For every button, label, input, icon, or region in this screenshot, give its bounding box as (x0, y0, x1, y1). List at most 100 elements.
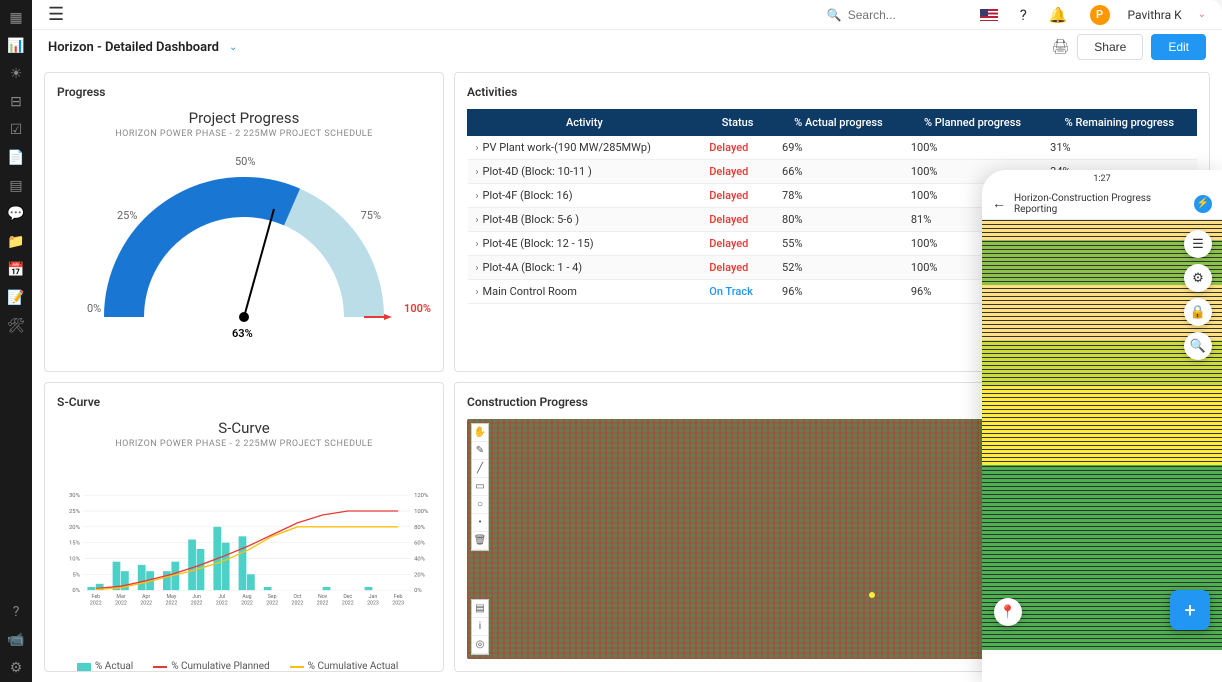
table-header: % Actual progress (774, 110, 903, 136)
map-info-icon[interactable]: i (472, 618, 488, 636)
scurve-card: S-Curve S-Curve HORIZON POWER PHASE - 2 … (44, 382, 444, 672)
status-badge: Delayed (709, 261, 748, 274)
mobile-header: ← Horizon-Construction Progress Reportin… (982, 188, 1222, 220)
menu-icon[interactable]: ☰ (48, 4, 64, 25)
chat-icon[interactable]: 💬 (0, 200, 32, 228)
svg-text:2022: 2022 (342, 601, 354, 607)
avatar[interactable]: P (1090, 5, 1110, 25)
svg-text:Jul: Jul (218, 594, 225, 600)
progress-card: Progress Project Progress HORIZON POWER … (44, 72, 444, 372)
map-layers-icon[interactable]: ▤ (472, 600, 488, 618)
folder-icon[interactable]: 📁 (0, 228, 32, 256)
expand-icon[interactable]: › (476, 143, 479, 154)
mobile-map[interactable]: ☰ ⚙ 🔒 🔍 📍 + (982, 220, 1222, 650)
back-icon[interactable]: ← (992, 195, 1006, 212)
svg-text:15%: 15% (69, 541, 81, 547)
status-badge: Delayed (709, 237, 748, 250)
print-icon[interactable]: 🖨 (1052, 39, 1070, 55)
gauge-0-label: 0% (87, 302, 101, 315)
search-icon: 🔍 (827, 8, 842, 22)
mobile-title: Horizon-Construction Progress Reporting (1014, 193, 1186, 215)
table-header: Activity (468, 110, 702, 136)
topbar: ☰ 🔍 ? 🔔 P Pavithra K ⌄ (32, 0, 1222, 30)
search-input[interactable] (848, 8, 948, 22)
check-icon[interactable]: ☑ (0, 116, 32, 144)
help-top-icon[interactable]: ? (1020, 6, 1027, 24)
expand-icon[interactable]: › (476, 215, 479, 226)
activities-title: Activities (467, 85, 1197, 99)
share-button[interactable]: Share (1077, 34, 1143, 60)
map-tools: ✋ ✎ ╱ ▭ ○ • 🗑 (471, 423, 489, 551)
lock-icon[interactable]: 🔒 (1184, 298, 1212, 326)
mobile-status-bar: 1:27 (982, 170, 1222, 188)
mobile-time: 1:27 (1093, 174, 1110, 184)
map-circle-icon[interactable]: ○ (472, 496, 488, 514)
status-badge: Delayed (709, 165, 748, 178)
map-pen-icon[interactable]: ✎ (472, 442, 488, 460)
svg-text:Oct: Oct (293, 594, 301, 600)
user-dropdown-icon[interactable]: ⌄ (1198, 9, 1206, 20)
apps-icon[interactable]: ▦ (0, 4, 32, 32)
svg-text:20%: 20% (69, 525, 81, 531)
map-rect-icon[interactable]: ▭ (472, 478, 488, 496)
layers-icon[interactable]: ☰ (1184, 230, 1212, 258)
svg-text:40%: 40% (414, 556, 426, 562)
sun-icon[interactable]: ☀ (0, 60, 32, 88)
expand-icon[interactable]: › (476, 191, 479, 202)
svg-text:May: May (166, 594, 176, 600)
scurve-chart-title: S-Curve (57, 419, 431, 437)
legend-item: % Cumulative Actual (290, 661, 399, 672)
map-bottom-tools: ▤ i ◎ (471, 599, 489, 655)
wifi-icon[interactable]: ⚡ (1194, 195, 1212, 213)
expand-icon[interactable]: › (476, 263, 479, 274)
map-point-icon[interactable]: • (472, 514, 488, 532)
location-pin-icon[interactable]: 📍 (994, 598, 1022, 626)
svg-text:2022: 2022 (292, 601, 304, 607)
settings-icon[interactable]: ⚙ (0, 654, 32, 682)
edit-button[interactable]: Edit (1151, 34, 1206, 60)
list-icon[interactable]: ▤ (0, 172, 32, 200)
scurve-chart: 0%5%10%15%20%25%30%0%20%40%60%80%100%120… (57, 455, 431, 655)
calendar-icon[interactable]: 📅 (0, 256, 32, 284)
svg-text:Feb: Feb (92, 594, 101, 600)
table-header: Status (701, 110, 774, 136)
map-locate-icon[interactable]: ◎ (472, 636, 488, 654)
svg-text:Feb: Feb (394, 594, 403, 600)
svg-text:100%: 100% (414, 509, 429, 515)
network-icon[interactable]: ⊟ (0, 88, 32, 116)
search-box[interactable]: 🔍 (827, 8, 948, 22)
expand-icon[interactable]: › (476, 239, 479, 250)
svg-text:2022: 2022 (140, 601, 152, 607)
title-dropdown-icon[interactable]: ⌄ (229, 42, 237, 53)
svg-text:Jan: Jan (369, 594, 378, 600)
help-icon[interactable]: ? (0, 598, 32, 626)
svg-text:Sep: Sep (268, 594, 277, 600)
map-trash-icon[interactable]: 🗑 (472, 532, 488, 550)
tools-icon[interactable]: 🛠 (0, 312, 32, 340)
svg-text:2022: 2022 (166, 601, 178, 607)
svg-text:20%: 20% (414, 572, 426, 578)
map-line-icon[interactable]: ╱ (472, 460, 488, 478)
note-icon[interactable]: 📝 (0, 284, 32, 312)
gauge-100-label: 100% (404, 302, 431, 315)
svg-text:2022: 2022 (266, 601, 278, 607)
svg-text:2022: 2022 (241, 601, 253, 607)
gauge-value-label: 63% (232, 327, 253, 340)
left-sidebar: ▦ 📊 ☀ ⊟ ☑ 📄 ▤ 💬 📁 📅 📝 🛠 ? 📹 ⚙ (0, 0, 32, 682)
gauge-chart: 0% 25% 50% 75% 100% 63% (57, 147, 431, 377)
filter-icon[interactable]: ⚙ (1184, 264, 1212, 292)
doc-icon[interactable]: 📄 (0, 144, 32, 172)
chart-icon[interactable]: 📊 (0, 32, 32, 60)
svg-text:2022: 2022 (115, 601, 127, 607)
expand-icon[interactable]: › (476, 167, 479, 178)
expand-icon[interactable]: › (476, 287, 479, 298)
map-search-icon[interactable]: 🔍 (1184, 332, 1212, 360)
map-hand-icon[interactable]: ✋ (472, 424, 488, 442)
add-fab[interactable]: + (1170, 590, 1210, 630)
svg-text:0%: 0% (414, 588, 422, 594)
flag-icon[interactable] (980, 9, 998, 21)
table-row[interactable]: ›PV Plant work-(190 MW/285MWp) Delayed 6… (468, 136, 1197, 160)
video-icon[interactable]: 📹 (0, 626, 32, 654)
mobile-overlay: 1:27 ← Horizon-Construction Progress Rep… (982, 170, 1222, 682)
bell-icon[interactable]: 🔔 (1049, 6, 1068, 24)
